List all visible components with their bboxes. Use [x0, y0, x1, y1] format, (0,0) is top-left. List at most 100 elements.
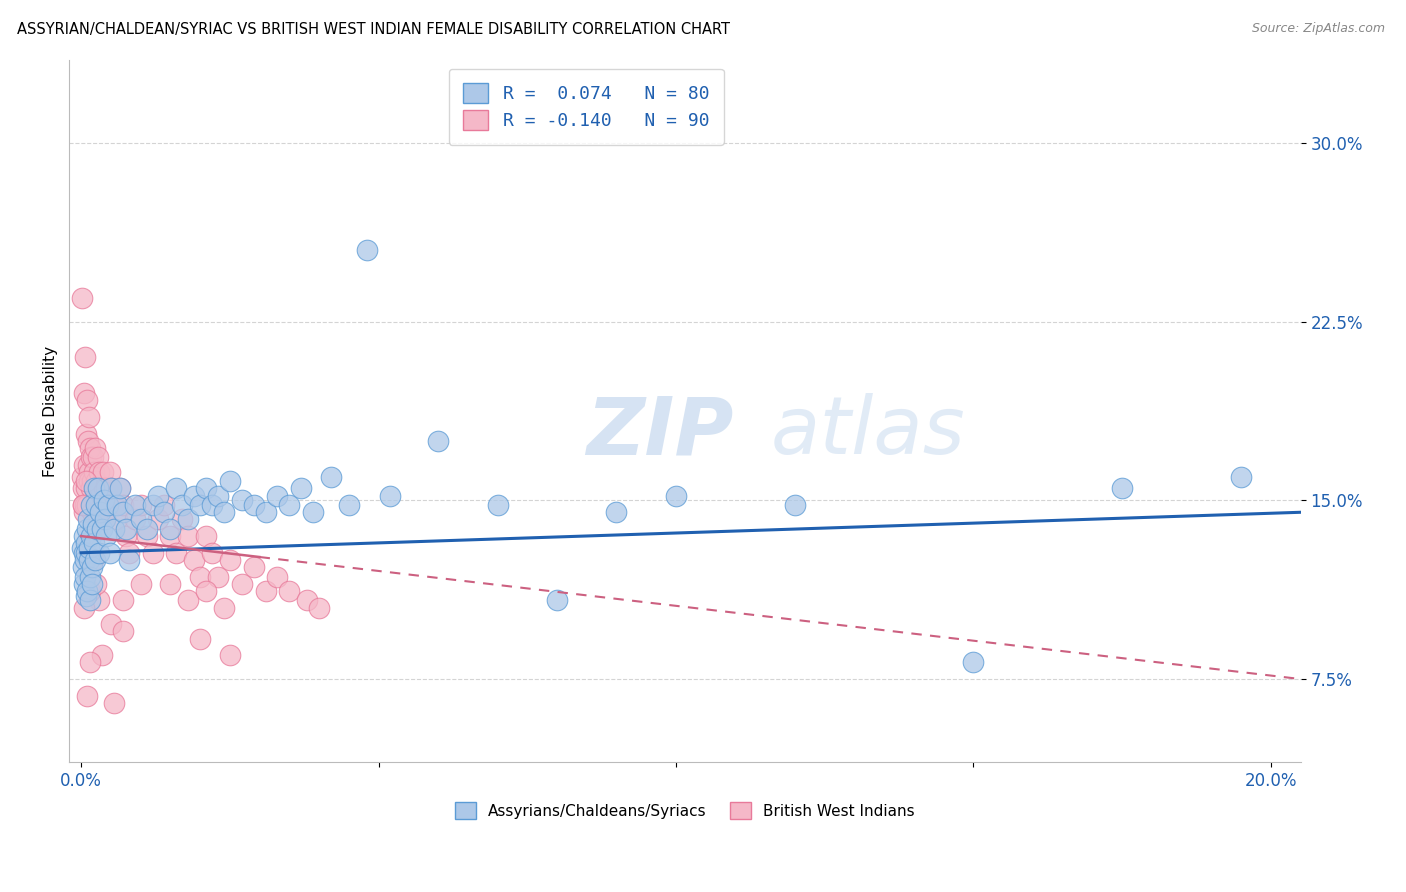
Point — [73, 505, 96, 519]
Point — [337, 498, 360, 512]
Point — [165, 482, 187, 496]
Point — [90, 498, 112, 512]
Point — [98, 546, 121, 560]
Point — [207, 489, 229, 503]
Point — [195, 583, 218, 598]
Point — [129, 576, 152, 591]
Point — [87, 546, 110, 560]
Point — [195, 482, 218, 496]
Point — [177, 593, 200, 607]
Point — [91, 648, 114, 663]
Point — [118, 553, 141, 567]
Text: ZIP: ZIP — [586, 393, 734, 471]
Point — [72, 482, 94, 496]
Point — [79, 529, 101, 543]
Point — [100, 617, 122, 632]
Point — [79, 541, 101, 555]
Point — [105, 512, 128, 526]
Point — [254, 505, 277, 519]
Point — [82, 517, 104, 532]
Point — [111, 593, 134, 607]
Point — [177, 529, 200, 543]
Point — [75, 498, 97, 512]
Point — [79, 656, 101, 670]
Point — [84, 576, 107, 591]
Point — [148, 489, 170, 503]
Point — [108, 482, 131, 496]
Point — [172, 498, 194, 512]
Point — [76, 583, 98, 598]
Point — [87, 593, 110, 607]
Point — [111, 505, 134, 519]
Point — [84, 475, 107, 489]
Point — [159, 529, 181, 543]
Point — [94, 482, 117, 496]
Text: Source: ZipAtlas.com: Source: ZipAtlas.com — [1251, 22, 1385, 36]
Text: ASSYRIAN/CHALDEAN/SYRIAC VS BRITISH WEST INDIAN FEMALE DISABILITY CORRELATION CH: ASSYRIAN/CHALDEAN/SYRIAC VS BRITISH WEST… — [17, 22, 730, 37]
Legend: Assyrians/Chaldeans/Syriacs, British West Indians: Assyrians/Chaldeans/Syriacs, British Wes… — [449, 797, 921, 825]
Point — [91, 465, 114, 479]
Point — [111, 624, 134, 639]
Point — [83, 553, 105, 567]
Point — [159, 522, 181, 536]
Point — [153, 498, 176, 512]
Point — [114, 522, 136, 536]
Point — [93, 493, 115, 508]
Y-axis label: Female Disability: Female Disability — [44, 345, 58, 476]
Point — [172, 512, 194, 526]
Point — [201, 546, 224, 560]
Point — [135, 529, 157, 543]
Point — [103, 498, 125, 512]
Point — [159, 576, 181, 591]
Point — [76, 498, 98, 512]
Point — [962, 656, 984, 670]
Point — [108, 482, 131, 496]
Point — [73, 351, 96, 365]
Point — [75, 569, 97, 583]
Point — [82, 450, 104, 465]
Text: atlas: atlas — [770, 393, 966, 471]
Point — [94, 512, 117, 526]
Point — [188, 569, 211, 583]
Point — [76, 393, 98, 408]
Point — [665, 489, 688, 503]
Point — [83, 482, 105, 496]
Point — [72, 546, 94, 560]
Point — [427, 434, 450, 448]
Point — [124, 512, 146, 526]
Point — [72, 469, 94, 483]
Point — [105, 498, 128, 512]
Point — [183, 553, 205, 567]
Point — [79, 475, 101, 489]
Point — [87, 465, 110, 479]
Point — [195, 529, 218, 543]
Point — [79, 593, 101, 607]
Point — [605, 505, 627, 519]
Point — [82, 576, 104, 591]
Point — [141, 498, 163, 512]
Point — [80, 475, 103, 489]
Point — [76, 522, 98, 536]
Point — [231, 493, 253, 508]
Point — [72, 386, 94, 401]
Point — [295, 593, 318, 607]
Point — [83, 465, 105, 479]
Point — [212, 505, 235, 519]
Point — [103, 696, 125, 710]
Point — [77, 553, 100, 567]
Point — [118, 546, 141, 560]
Point — [72, 560, 94, 574]
Point — [86, 505, 108, 519]
Point — [148, 512, 170, 526]
Point — [218, 648, 240, 663]
Point — [129, 512, 152, 526]
Point — [75, 475, 97, 489]
Point — [129, 498, 152, 512]
Point — [79, 569, 101, 583]
Point — [73, 529, 96, 543]
Point — [356, 243, 378, 257]
Point — [72, 498, 94, 512]
Point — [278, 583, 301, 598]
Point — [177, 512, 200, 526]
Point — [94, 529, 117, 543]
